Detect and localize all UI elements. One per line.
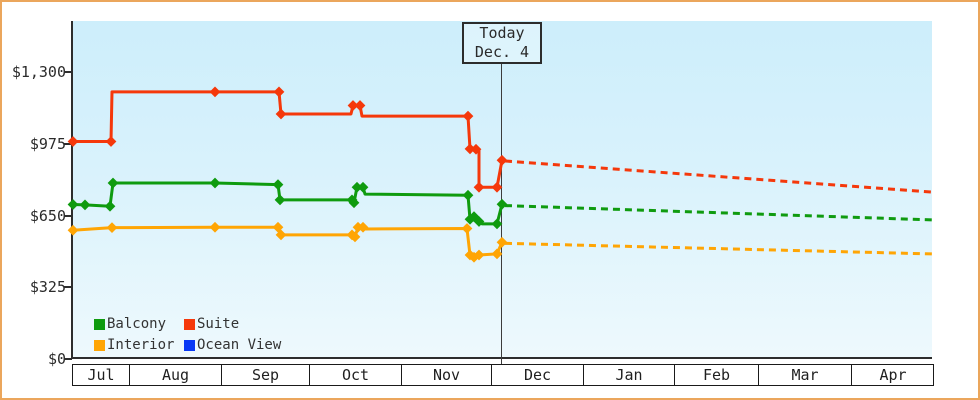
legend-item-suite: Suite (184, 316, 281, 332)
y-tick-label: $0 (47, 350, 66, 368)
legend-swatch-icon (94, 318, 105, 330)
today-label-line1: Today (479, 24, 525, 42)
chart-legend: Balcony Suite Interior Ocean View (94, 316, 281, 353)
y-tick-label: $1,300 (11, 63, 66, 81)
month-cell-aug: Aug (130, 365, 222, 385)
legend-item-ocean-view: Ocean View (184, 337, 281, 353)
legend-swatch-icon (184, 339, 195, 351)
month-cell-feb: Feb (675, 365, 759, 385)
legend-item-interior: Interior (94, 337, 184, 353)
plot-background (73, 21, 932, 359)
y-tick-label: $650 (29, 206, 66, 225)
month-cell-sep: Sep (222, 365, 310, 385)
month-cell-nov: Nov (402, 365, 492, 385)
month-cell-jul: Jul (73, 365, 130, 385)
month-cell-apr: Apr (879, 366, 907, 384)
month-cell-jan: Jan (584, 365, 675, 385)
y-tick-mark (64, 71, 72, 73)
y-tick-label: $975 (29, 134, 66, 153)
month-cell-dec: Dec (492, 365, 584, 385)
legend-label: Interior (107, 337, 175, 353)
month-cell-oct: Oct (310, 365, 402, 385)
legend-swatch-icon (94, 339, 105, 351)
today-label-box: Today Dec. 4 (462, 22, 542, 64)
y-tick-mark (64, 214, 72, 217)
legend-item-balcony: Balcony (94, 316, 184, 332)
x-axis-month-bar: Jul Aug Sep Oct Nov Dec Jan Feb Mar Apr (72, 364, 934, 386)
y-tick-mark (64, 142, 72, 145)
today-label-line2: Dec. 4 (474, 43, 530, 61)
legend-swatch-icon (184, 318, 195, 330)
legend-label: Ocean View (197, 337, 282, 353)
legend-label: Balcony (107, 316, 167, 332)
y-tick-label: $325 (29, 278, 66, 297)
y-axis-line (71, 21, 73, 359)
today-marker-line (501, 64, 502, 364)
y-tick-mark (64, 358, 72, 360)
legend-label: Suite (197, 316, 240, 332)
month-cell-mar: Mar (759, 365, 852, 385)
y-tick-mark (64, 286, 72, 289)
